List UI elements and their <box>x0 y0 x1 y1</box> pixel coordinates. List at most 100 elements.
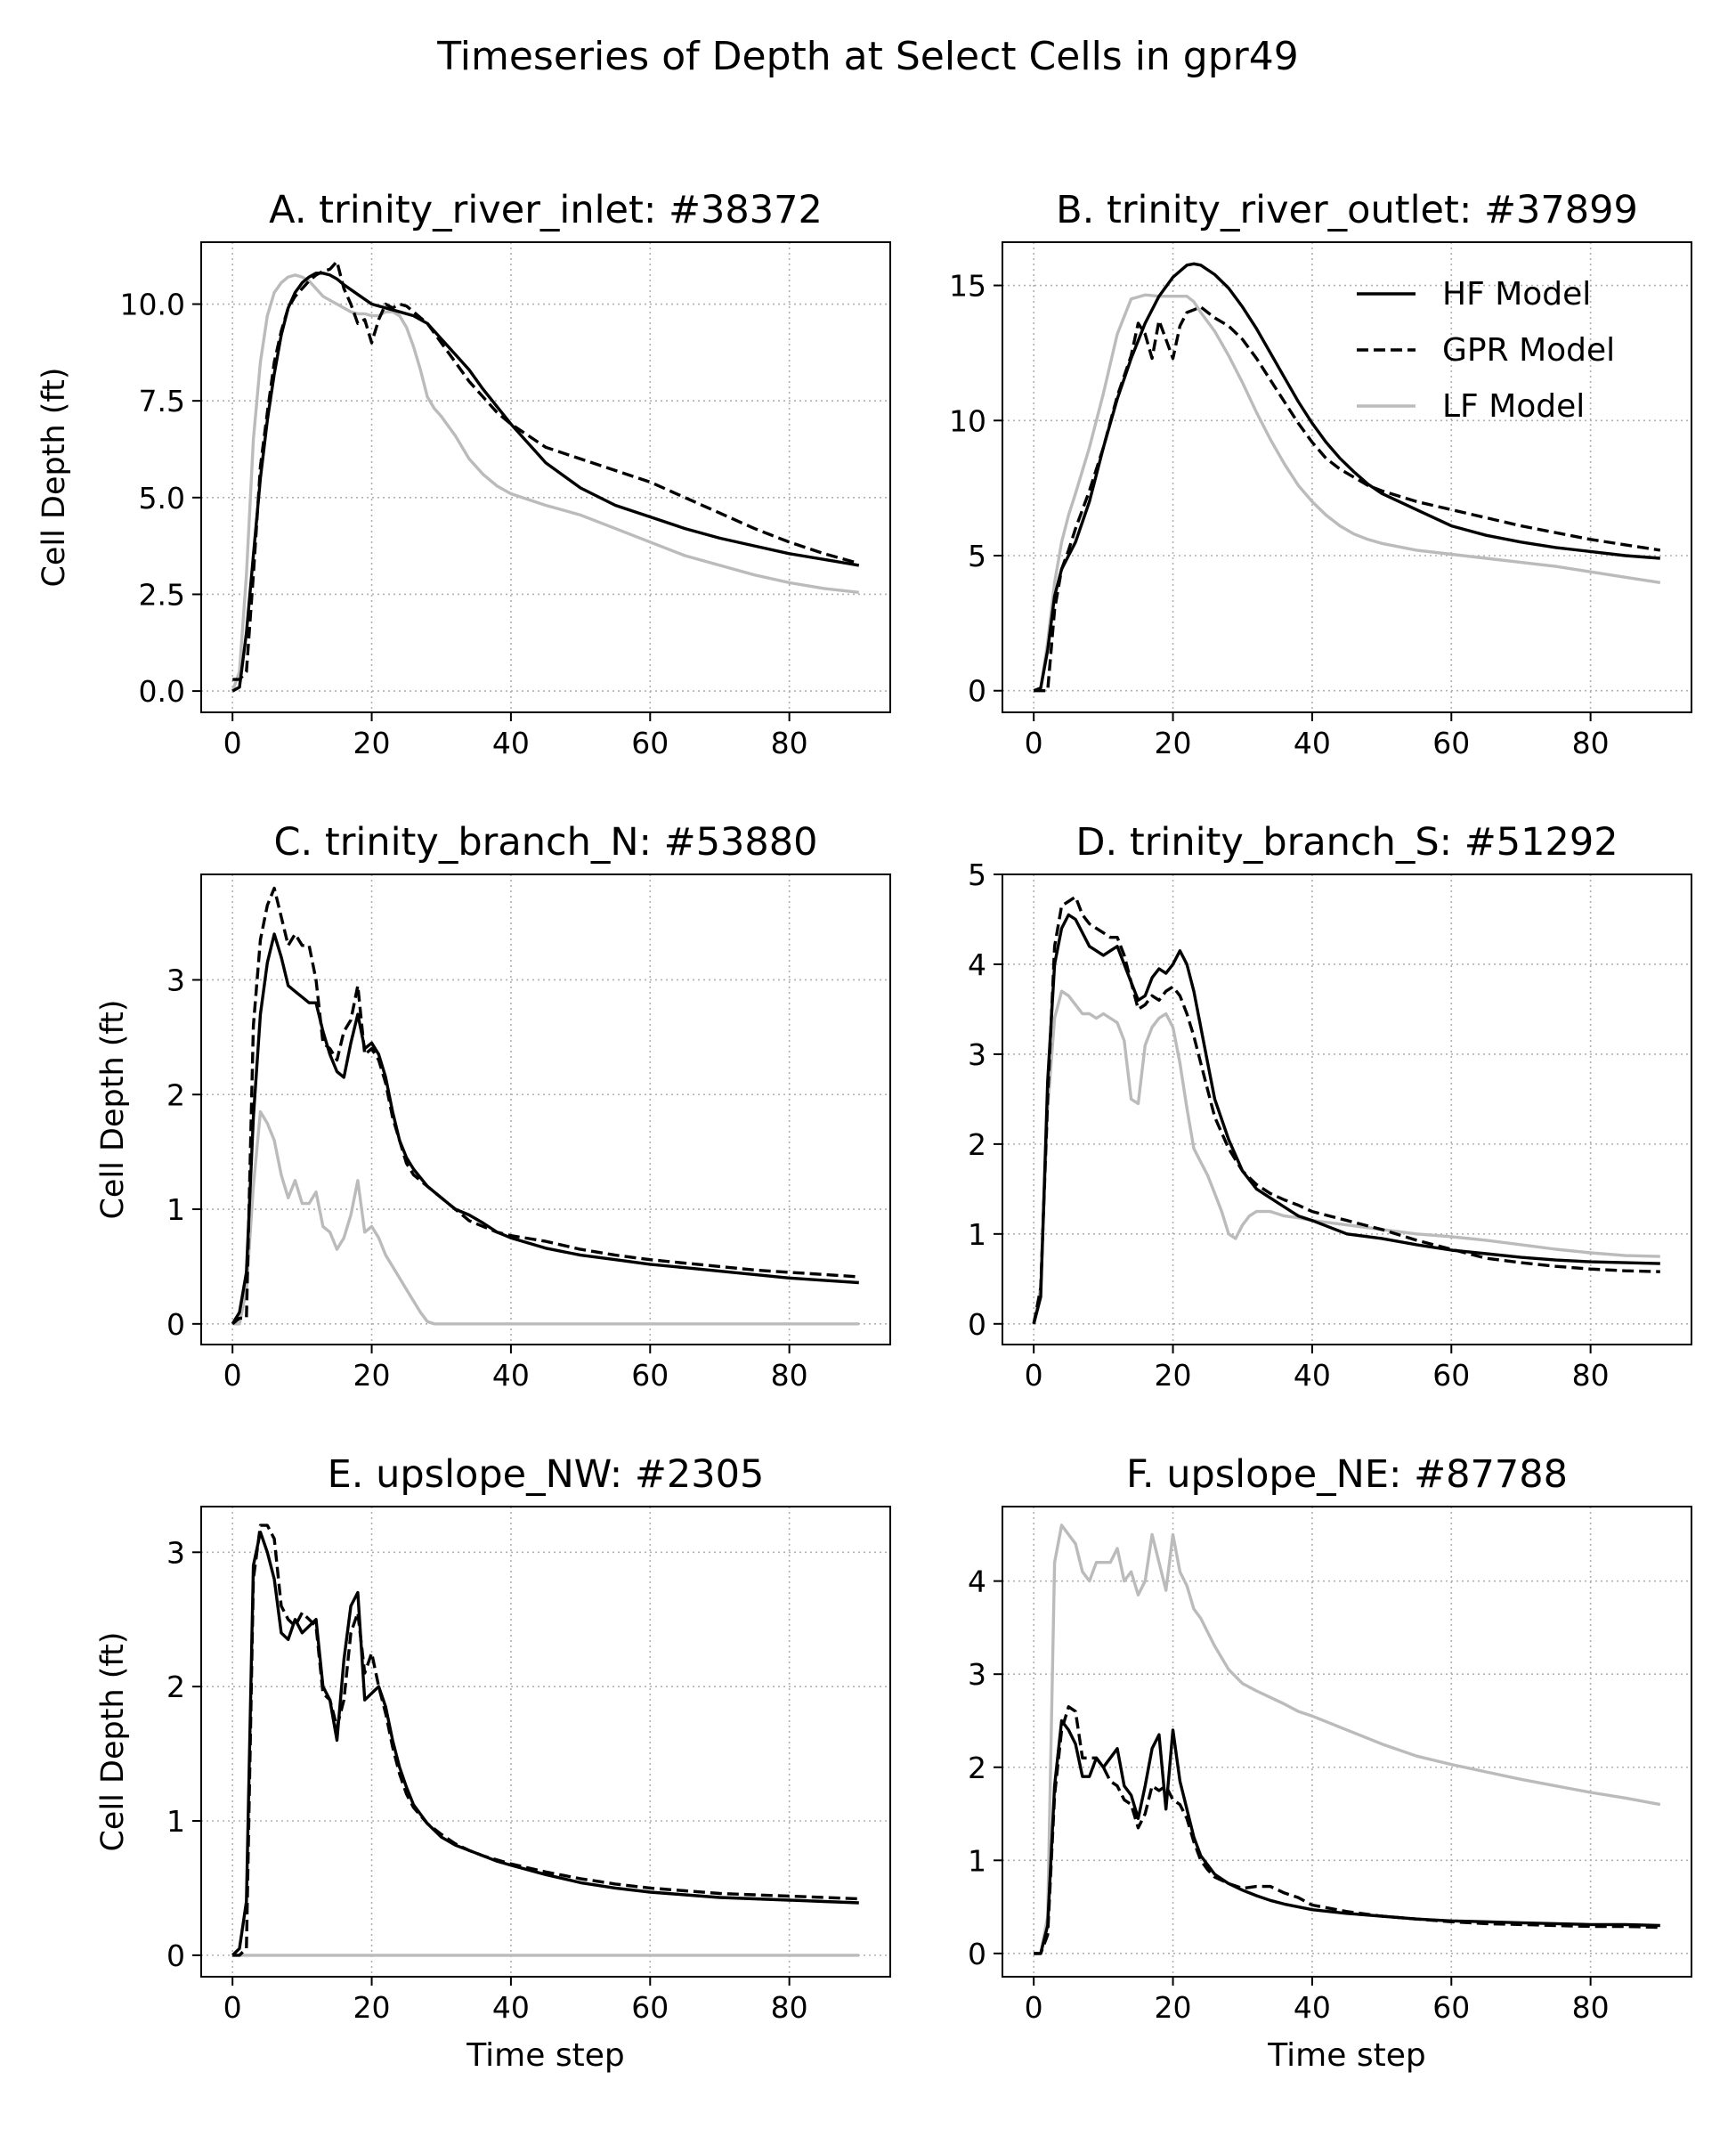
x-tick-label: 0 <box>1025 1358 1043 1393</box>
chart-panel-5: 0 20 40 60 80 0 1 2 3 E. upslope_NW: #2305 Cell De… <box>95 1452 891 2074</box>
y-tick-label: 3 <box>968 1657 986 1692</box>
y-axis-label: Cell Depth (ft) <box>95 1631 131 1851</box>
x-tick-label: 0 <box>223 1358 242 1393</box>
y-tick-label: 1 <box>166 1804 185 1839</box>
series-line-lf-model <box>1033 293 1661 693</box>
y-tick-label: 5 <box>968 539 986 573</box>
series-line-hf-model <box>1034 1719 1660 1955</box>
x-tick-label: 60 <box>631 726 669 760</box>
y-tick-label: 0 <box>166 1307 185 1342</box>
series-line-gpr-model <box>1034 305 1661 693</box>
x-tick-label: 40 <box>492 726 530 760</box>
x-tick-label: 20 <box>353 1358 391 1393</box>
x-tick-label: 80 <box>1572 1990 1610 2025</box>
series-line-hf-model <box>231 1530 859 1957</box>
y-tick-label: 0 <box>968 674 986 709</box>
x-tick-label: 20 <box>1155 726 1192 760</box>
y-axis-label: Cell Depth (ft) <box>95 999 131 1219</box>
y-tick-label: 3 <box>166 963 185 997</box>
x-tick-label: 40 <box>1294 726 1331 760</box>
panel-title: F. upslope_NE: #87788 <box>1126 1452 1568 1497</box>
panel-title: D. trinity_branch_S: #51292 <box>1075 820 1618 865</box>
x-tick-label: 40 <box>1294 1358 1331 1393</box>
chart-panel-4: 0 20 40 60 80 0 1 2 3 4 5 D. trinity_branch_S: #512… <box>968 820 1692 1393</box>
panel-title: E. upslope_NW: #2305 <box>328 1452 765 1497</box>
x-tick-label: 60 <box>631 1358 669 1393</box>
x-axis-label: Time step <box>1267 2037 1425 2074</box>
y-tick-label: 2 <box>968 1751 986 1785</box>
series-line-lf-model <box>1032 989 1660 1325</box>
chart-panel-3: 0 20 40 60 80 0 1 2 3 C. trinity_branch_N: #53880… <box>95 820 891 1393</box>
x-tick-label: 60 <box>1432 1990 1470 2025</box>
series-line-gpr-model <box>232 1524 859 1957</box>
legend-label-hf-model: HF Model <box>1442 276 1591 313</box>
series-line-gpr-model <box>231 886 859 1326</box>
y-tick-label: 15 <box>949 269 986 304</box>
x-tick-label: 40 <box>492 1358 530 1393</box>
y-tick-label: 1 <box>166 1192 185 1227</box>
y-tick-label: 5 <box>968 857 986 892</box>
x-tick-label: 80 <box>771 1358 808 1393</box>
y-tick-label: 5.0 <box>139 481 185 516</box>
series-line-lf-model <box>232 1109 859 1326</box>
x-tick-label: 60 <box>631 1990 669 2025</box>
plot-frame <box>1002 1506 1692 1978</box>
legend-label-lf-model: LF Model <box>1442 388 1585 425</box>
series-line-lf-model <box>231 273 859 692</box>
y-tick-label: 2 <box>968 1127 986 1162</box>
plot-frame <box>200 1506 891 1978</box>
y-axis-label: Cell Depth (ft) <box>37 367 72 587</box>
series-line-gpr-model <box>1032 895 1660 1325</box>
x-tick-label: 60 <box>1432 726 1470 760</box>
x-tick-label: 60 <box>1432 1358 1470 1393</box>
x-tick-label: 80 <box>1572 726 1610 760</box>
chart-panel-6: 0 20 40 60 80 0 1 2 3 4 F. upslope_NE: #87788 Time … <box>968 1452 1692 2074</box>
series-line-hf-model <box>231 932 859 1325</box>
series-line-hf-model <box>1033 262 1660 693</box>
chart-panel-1: 0 20 40 60 80 0.0 2.5 5.0 7.5 10.0 A. trinity_rive… <box>37 188 891 760</box>
plot-frame <box>1002 241 1692 713</box>
x-tick-label: 40 <box>492 1990 530 2025</box>
x-tick-label: 80 <box>1572 1358 1610 1393</box>
series-line-hf-model <box>231 272 860 693</box>
x-tick-label: 80 <box>771 726 808 760</box>
y-tick-label: 2 <box>166 1077 185 1112</box>
panel-title: C. trinity_branch_N: #53880 <box>274 820 818 865</box>
y-tick-label: 4 <box>968 1564 986 1599</box>
series-line-lf-model <box>1034 1524 1661 1955</box>
x-tick-label: 40 <box>1294 1990 1331 2025</box>
x-tick-label: 0 <box>1025 726 1043 760</box>
x-tick-label: 20 <box>1155 1990 1192 2025</box>
y-tick-label: 7.5 <box>139 384 185 418</box>
plot-frame <box>1002 873 1692 1345</box>
x-tick-label: 20 <box>353 1990 391 2025</box>
legend-label-gpr-model: GPR Model <box>1442 332 1615 369</box>
x-tick-label: 0 <box>223 1990 242 2025</box>
series-line-gpr-model <box>232 260 860 681</box>
figure-title: Timeseries of Depth at Select Cells in g… <box>437 34 1299 79</box>
series-line-hf-model <box>1032 913 1660 1325</box>
x-tick-label: 80 <box>771 1990 808 2025</box>
y-tick-label: 1 <box>968 1843 986 1878</box>
x-tick-label: 20 <box>1155 1358 1192 1393</box>
y-tick-label: 0 <box>166 1938 185 1973</box>
plot-frame <box>200 873 891 1345</box>
y-tick-label: 10.0 <box>120 288 185 322</box>
panel-title: A. trinity_river_inlet: #38372 <box>269 188 823 232</box>
x-tick-label: 20 <box>353 726 391 760</box>
series-line-gpr-model <box>1034 1705 1660 1955</box>
x-axis-label: Time step <box>466 2037 624 2074</box>
x-tick-label: 0 <box>223 726 242 760</box>
y-tick-label: 2.5 <box>139 577 185 612</box>
y-tick-label: 0.0 <box>139 674 185 709</box>
y-tick-label: 2 <box>166 1670 185 1704</box>
legend: HF Model GPR Model LF Model <box>1357 276 1615 425</box>
x-tick-label: 0 <box>1025 1990 1043 2025</box>
y-tick-label: 3 <box>968 1037 986 1072</box>
chart-panel-2: 0 20 40 60 80 0 5 10 15 B. trinity_river_outlet: … <box>949 188 1692 760</box>
plot-frame <box>200 241 891 713</box>
y-tick-label: 0 <box>968 1937 986 1971</box>
y-tick-label: 4 <box>968 947 986 982</box>
y-tick-label: 10 <box>949 403 986 438</box>
